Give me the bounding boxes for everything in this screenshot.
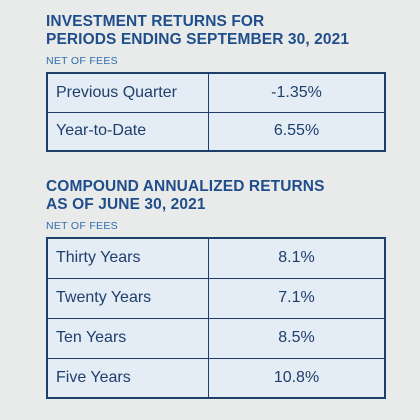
period-label: Thirty Years (46, 237, 209, 279)
return-value: 6.55% (208, 111, 386, 152)
table-row: Previous Quarter -1.35% (46, 72, 386, 113)
table-row: Year-to-Date 6.55% (46, 111, 386, 152)
period-label: Five Years (46, 357, 209, 399)
heading-line-1: INVESTMENT RETURNS FOR (46, 13, 265, 30)
heading-line-1: COMPOUND ANNUALIZED RETURNS (46, 178, 325, 195)
compound-returns-heading: COMPOUND ANNUALIZED RETURNS AS OF JUNE 3… (46, 178, 386, 214)
return-value: 7.1% (208, 277, 386, 319)
table-row: Thirty Years 8.1% (46, 237, 386, 279)
period-label: Twenty Years (46, 277, 209, 319)
net-of-fees-label: NET OF FEES (46, 220, 118, 232)
heading-line-2: PERIODS ENDING SEPTEMBER 30, 2021 (46, 31, 350, 48)
investment-returns-heading: INVESTMENT RETURNS FOR PERIODS ENDING SE… (46, 13, 386, 49)
table-row: Ten Years 8.5% (46, 317, 386, 359)
return-value: 8.5% (208, 317, 386, 359)
investment-returns-table: Previous Quarter -1.35% Year-to-Date 6.5… (46, 72, 386, 152)
return-value: -1.35% (208, 72, 386, 113)
heading-line-2: AS OF JUNE 30, 2021 (46, 196, 206, 213)
net-of-fees-label: NET OF FEES (46, 55, 118, 67)
period-label: Ten Years (46, 317, 209, 359)
compound-returns-section: COMPOUND ANNUALIZED RETURNS AS OF JUNE 3… (46, 178, 386, 399)
table-row: Five Years 10.8% (46, 357, 386, 399)
table-row: Twenty Years 7.1% (46, 277, 386, 319)
investment-returns-section: INVESTMENT RETURNS FOR PERIODS ENDING SE… (46, 13, 386, 152)
return-value: 10.8% (208, 357, 386, 399)
return-value: 8.1% (208, 237, 386, 279)
compound-returns-table: Thirty Years 8.1% Twenty Years 7.1% Ten … (46, 237, 386, 399)
period-label: Previous Quarter (46, 72, 209, 113)
period-label: Year-to-Date (46, 111, 209, 152)
